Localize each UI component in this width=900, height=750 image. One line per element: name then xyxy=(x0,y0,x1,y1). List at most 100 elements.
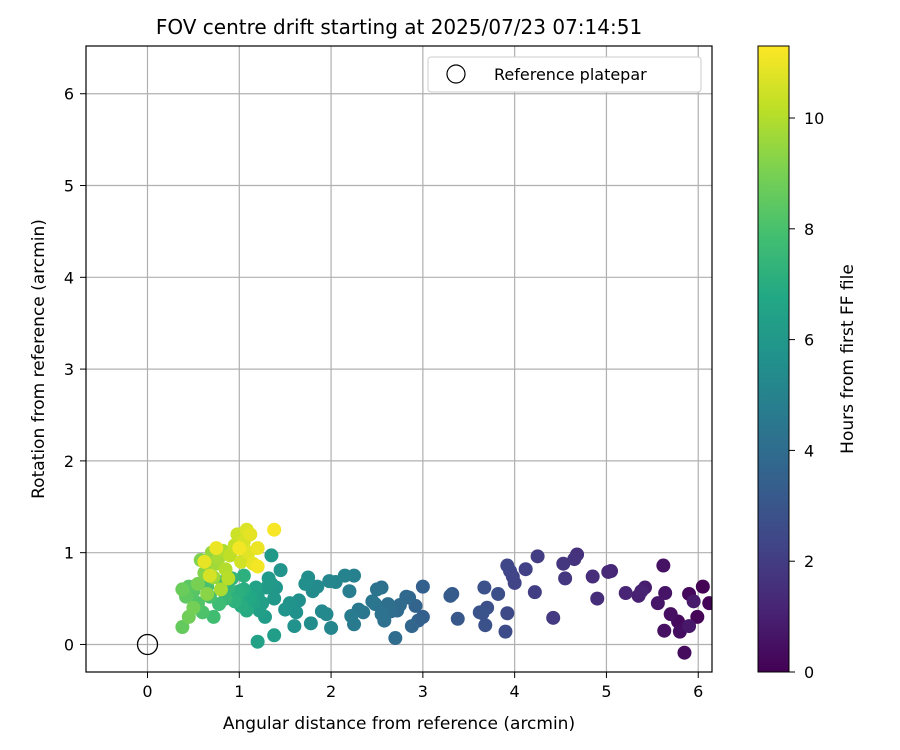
data-point xyxy=(656,558,671,573)
data-point xyxy=(404,619,419,634)
x-tick-label: 1 xyxy=(234,682,244,701)
data-point xyxy=(650,596,665,611)
reference-point-circle xyxy=(136,633,159,656)
data-point xyxy=(477,580,492,595)
data-point xyxy=(175,582,190,597)
data-point xyxy=(267,591,282,606)
chart-title: FOV centre drift starting at 2025/07/23 … xyxy=(156,15,642,39)
data-point xyxy=(567,552,582,567)
data-point xyxy=(415,579,430,594)
legend: Reference platepar xyxy=(427,56,702,93)
data-point xyxy=(558,571,573,586)
data-point xyxy=(213,582,228,597)
y-tick-label: 1 xyxy=(64,544,74,563)
data-point xyxy=(702,596,712,611)
data-point xyxy=(518,562,533,577)
x-axis-ticks: 0 1 2 3 4 5 6 xyxy=(142,672,703,701)
x-tick-label: 3 xyxy=(418,682,428,701)
data-point xyxy=(443,588,458,603)
data-point xyxy=(278,602,293,617)
colorbar-tick-label: 10 xyxy=(804,109,824,128)
data-point xyxy=(209,541,224,556)
colorbar-tick-label: 4 xyxy=(804,441,814,460)
data-point xyxy=(221,571,236,586)
data-point xyxy=(369,582,384,597)
colorbar-gradient xyxy=(757,45,790,673)
legend-box xyxy=(427,56,702,93)
y-axis-ticks: 0 1 2 3 4 5 6 xyxy=(64,85,86,654)
y-tick-label: 5 xyxy=(64,177,74,196)
data-point xyxy=(663,607,678,622)
data-point xyxy=(314,604,329,619)
data-point xyxy=(690,609,705,624)
data-point xyxy=(677,645,692,660)
data-point xyxy=(273,563,288,578)
data-point xyxy=(200,586,215,601)
data-point xyxy=(298,576,313,591)
data-point xyxy=(374,607,389,622)
data-point xyxy=(324,620,339,635)
data-point xyxy=(472,605,487,620)
x-tick-label: 4 xyxy=(510,682,520,701)
legend-label: Reference platepar xyxy=(494,65,647,84)
data-point xyxy=(190,576,205,591)
data-point xyxy=(250,559,265,574)
data-point xyxy=(498,624,513,639)
data-point xyxy=(264,548,279,563)
data-point xyxy=(267,628,282,643)
y-tick-label: 0 xyxy=(64,635,74,654)
data-point xyxy=(695,579,710,594)
data-point xyxy=(546,610,561,625)
data-point xyxy=(287,619,302,634)
legend-circle-icon xyxy=(446,64,466,84)
data-point xyxy=(682,619,697,634)
data-point xyxy=(344,609,359,624)
colorbar-tick-label: 0 xyxy=(804,663,814,682)
data-point xyxy=(658,586,673,601)
y-tick-label: 3 xyxy=(64,360,74,379)
data-point xyxy=(250,541,265,556)
data-point xyxy=(491,586,506,601)
reference-marker xyxy=(136,633,159,656)
data-point xyxy=(365,594,380,609)
colorbar: 0 2 4 6 8 10 Hours from first FF file xyxy=(757,45,858,682)
y-tick-label: 2 xyxy=(64,452,74,471)
x-tick-label: 5 xyxy=(601,682,611,701)
data-point xyxy=(202,568,217,583)
data-point xyxy=(686,594,701,609)
data-point xyxy=(267,522,282,537)
data-point xyxy=(380,597,395,612)
x-axis-label: Angular distance from reference (arcmin) xyxy=(223,714,575,734)
data-point xyxy=(342,584,357,599)
data-point xyxy=(618,586,633,601)
data-point xyxy=(478,618,493,633)
data-point xyxy=(585,569,600,584)
data-point xyxy=(303,616,318,631)
data-point xyxy=(556,556,571,571)
data-point xyxy=(259,580,274,595)
x-tick-label: 2 xyxy=(326,682,336,701)
data-point xyxy=(232,541,247,556)
y-tick-label: 4 xyxy=(64,268,74,287)
data-point xyxy=(243,527,258,542)
colorbar-tick-label: 6 xyxy=(804,331,814,350)
data-point xyxy=(634,584,649,599)
data-point xyxy=(450,611,465,626)
data-point xyxy=(500,558,515,573)
data-point xyxy=(236,568,251,583)
data-point xyxy=(197,554,212,569)
data-point xyxy=(175,620,190,635)
data-point xyxy=(186,600,201,615)
data-point xyxy=(601,564,616,579)
data-point xyxy=(322,574,337,589)
data-points xyxy=(175,522,712,660)
x-tick-label: 0 xyxy=(142,682,152,701)
data-point xyxy=(530,549,545,564)
colorbar-tick-label: 8 xyxy=(804,220,814,239)
data-point xyxy=(206,609,221,624)
colorbar-ticks: 0 2 4 6 8 10 xyxy=(789,109,824,682)
y-axis-label: Rotation from reference (arcmin) xyxy=(29,219,49,499)
data-point xyxy=(527,585,542,600)
data-point xyxy=(657,623,672,638)
